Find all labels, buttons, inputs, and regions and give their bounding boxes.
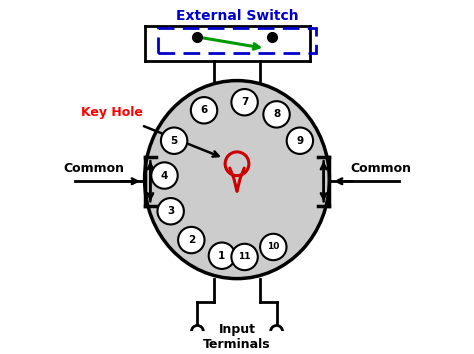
Circle shape (151, 162, 178, 189)
Circle shape (271, 325, 283, 337)
Text: Input
Terminals: Input Terminals (203, 323, 271, 351)
Ellipse shape (145, 81, 329, 279)
Text: 5: 5 (171, 136, 178, 146)
Text: 1: 1 (219, 251, 226, 261)
Circle shape (178, 227, 204, 253)
Circle shape (231, 244, 258, 270)
Circle shape (157, 198, 184, 224)
Circle shape (287, 127, 313, 154)
Text: Common: Common (350, 162, 411, 175)
Circle shape (260, 234, 286, 260)
Text: 4: 4 (161, 171, 168, 181)
Text: 10: 10 (267, 242, 280, 251)
Circle shape (264, 101, 290, 127)
Text: 6: 6 (201, 105, 208, 115)
Circle shape (209, 242, 235, 269)
Circle shape (231, 89, 258, 115)
Text: External Switch: External Switch (176, 9, 298, 23)
Text: 8: 8 (273, 109, 280, 119)
Circle shape (161, 127, 187, 154)
Text: 2: 2 (188, 235, 195, 245)
Text: 7: 7 (241, 97, 248, 107)
Text: 9: 9 (296, 136, 303, 146)
Text: 11: 11 (238, 252, 251, 262)
Circle shape (191, 97, 217, 124)
Bar (158, 28, 316, 52)
Text: 3: 3 (167, 206, 174, 216)
Text: Key Hole: Key Hole (81, 105, 143, 119)
Circle shape (191, 325, 203, 337)
Text: Common: Common (63, 162, 124, 175)
